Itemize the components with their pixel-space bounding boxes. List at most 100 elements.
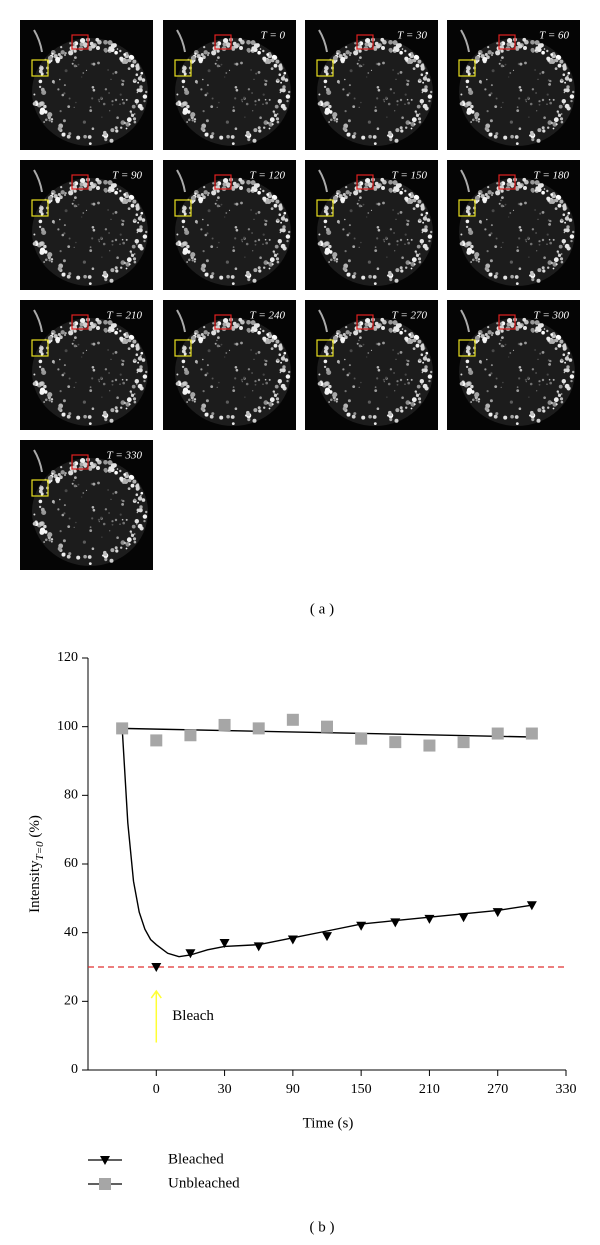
fit-line [121, 726, 533, 958]
image-panel: T = 300 [446, 299, 581, 431]
panel-image [19, 19, 154, 151]
point [218, 718, 231, 731]
y-tick-label: 80 [64, 788, 78, 803]
legend-label: Bleached [168, 1151, 224, 1167]
y-tick-label: 60 [64, 856, 78, 871]
yellow-roi [31, 199, 49, 217]
y-label-sub: T=0 [34, 841, 46, 861]
bleach-arrowhead [150, 989, 162, 999]
x-tick-label: 30 [218, 1082, 232, 1097]
panel-time-label: T = 180 [534, 170, 570, 182]
red-roi [71, 34, 89, 50]
legend-marker [100, 1156, 110, 1165]
image-panel: T = 150 [304, 159, 439, 291]
panel-time-label: T = 0 [261, 30, 286, 42]
yellow-roi [174, 59, 192, 77]
point [525, 727, 538, 740]
point [219, 938, 230, 948]
y-tick-label: 0 [71, 1062, 78, 1077]
panel-time-label: T = 330 [107, 450, 143, 462]
legend-marker [99, 1178, 111, 1190]
x-tick-label: 150 [351, 1082, 372, 1097]
y-tick-label: 40 [64, 925, 78, 940]
yellow-roi [31, 59, 49, 77]
red-roi [356, 34, 374, 50]
image-panel: T = 330 [19, 439, 154, 571]
x-tick-label: 90 [286, 1082, 300, 1097]
panel-time-label: T = 210 [107, 310, 143, 322]
point [184, 729, 197, 742]
y-tick-label: 120 [57, 650, 78, 665]
red-roi [214, 34, 232, 50]
point [253, 942, 264, 952]
red-roi [214, 174, 232, 190]
point [355, 732, 368, 745]
point [252, 722, 265, 735]
yellow-roi [458, 339, 476, 357]
point [116, 722, 129, 735]
image-panel: T = 180 [446, 159, 581, 291]
point [458, 913, 469, 923]
red-roi [356, 174, 374, 190]
yellow-roi [458, 59, 476, 77]
x-axis-label: Time (s) [303, 1115, 354, 1131]
y-tick-label: 100 [57, 719, 78, 734]
image-panel: T = 90 [19, 159, 154, 291]
point [390, 918, 401, 928]
red-roi [498, 174, 516, 190]
legend-label: Unbleached [168, 1175, 240, 1191]
yellow-roi [316, 199, 334, 217]
point [526, 901, 537, 911]
panel-time-label: T = 30 [397, 30, 427, 42]
point [389, 736, 402, 749]
image-panel: T = 270 [304, 299, 439, 431]
panel-time-label: T = 300 [534, 310, 570, 322]
yellow-roi [31, 479, 49, 497]
red-roi [498, 34, 516, 50]
point [356, 921, 367, 931]
point [151, 963, 162, 972]
panel-time-label: T = 120 [250, 170, 286, 182]
point [286, 713, 299, 726]
image-panel [19, 19, 154, 151]
yellow-roi [316, 339, 334, 357]
bleach-label: Bleach [172, 1008, 214, 1024]
red-roi [214, 314, 232, 330]
red-roi [71, 454, 89, 470]
x-tick-label: 210 [419, 1082, 440, 1097]
point [185, 949, 196, 959]
y-axis-label: IntensityT=0 (%) [27, 815, 45, 913]
panel-time-label: T = 60 [539, 30, 569, 42]
red-roi [71, 174, 89, 190]
panel-time-label: T = 90 [112, 170, 142, 182]
point [150, 734, 163, 747]
y-label-main: Intensity [27, 860, 43, 913]
yellow-roi [31, 339, 49, 357]
image-panel: T = 240 [162, 299, 297, 431]
y-tick-label: 20 [64, 994, 78, 1009]
yellow-roi [316, 59, 334, 77]
point [322, 932, 332, 942]
image-panel: T = 30 [304, 19, 439, 151]
red-roi [71, 314, 89, 330]
point [457, 736, 470, 749]
panel-time-label: T = 150 [392, 170, 428, 182]
y-label-unit: (%) [27, 815, 43, 838]
panel-a-label: ( a ) [310, 601, 334, 617]
image-panel: T = 0 [162, 19, 297, 151]
image-panel: T = 120 [162, 159, 297, 291]
red-roi [356, 314, 374, 330]
x-tick-label: 330 [556, 1082, 577, 1097]
panel-b-label: ( b ) [310, 1219, 335, 1235]
x-tick-label: 270 [487, 1082, 508, 1097]
yellow-roi [174, 339, 192, 357]
point [321, 720, 333, 733]
point [423, 739, 436, 752]
point [424, 914, 435, 924]
panel-time-label: T = 270 [392, 310, 428, 322]
point [491, 727, 504, 740]
x-tick-label: 0 [153, 1082, 160, 1097]
red-roi [498, 314, 516, 330]
